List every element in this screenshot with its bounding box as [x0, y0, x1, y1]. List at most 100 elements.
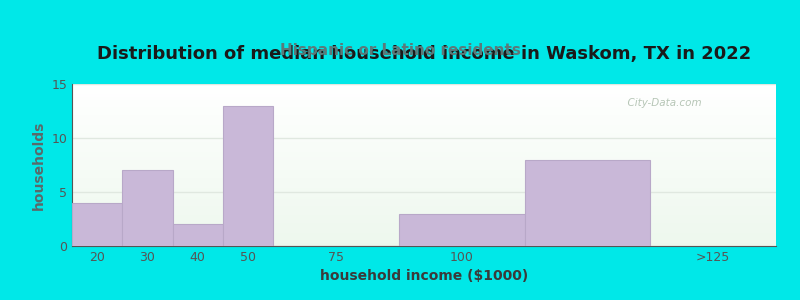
- Text: Hispanic or Latino residents: Hispanic or Latino residents: [279, 44, 521, 59]
- Bar: [72, 105, 776, 107]
- Bar: [122, 170, 173, 246]
- Bar: [72, 186, 776, 188]
- Bar: [72, 173, 776, 175]
- Bar: [72, 203, 122, 246]
- Bar: [72, 136, 776, 137]
- Bar: [72, 150, 776, 152]
- Bar: [72, 184, 776, 186]
- Bar: [72, 193, 776, 194]
- Bar: [72, 100, 776, 102]
- Bar: [72, 244, 776, 246]
- Bar: [72, 188, 776, 189]
- Bar: [72, 158, 776, 160]
- Bar: [72, 155, 776, 157]
- Bar: [72, 238, 776, 239]
- Text: City-Data.com: City-Data.com: [621, 98, 702, 108]
- Bar: [72, 129, 776, 131]
- Bar: [223, 106, 273, 246]
- Bar: [72, 222, 776, 223]
- Bar: [72, 239, 776, 241]
- Bar: [72, 218, 776, 220]
- Bar: [72, 137, 776, 139]
- Bar: [72, 196, 776, 197]
- Bar: [72, 108, 776, 110]
- Bar: [72, 233, 776, 235]
- Bar: [72, 144, 776, 146]
- Bar: [72, 157, 776, 158]
- Bar: [72, 103, 776, 105]
- Title: Distribution of median household income in Waskom, TX in 2022: Distribution of median household income …: [97, 45, 751, 63]
- Bar: [72, 178, 776, 180]
- Bar: [72, 241, 776, 243]
- Bar: [72, 91, 776, 92]
- Bar: [72, 121, 776, 123]
- Bar: [72, 183, 776, 184]
- Bar: [72, 113, 776, 115]
- Bar: [72, 95, 776, 97]
- Bar: [72, 194, 776, 196]
- Bar: [399, 214, 525, 246]
- Bar: [72, 131, 776, 133]
- Bar: [72, 176, 776, 178]
- Bar: [72, 215, 776, 217]
- Bar: [72, 228, 776, 230]
- Bar: [72, 102, 776, 103]
- Bar: [525, 160, 650, 246]
- Bar: [72, 220, 776, 222]
- Bar: [72, 197, 776, 199]
- Bar: [72, 223, 776, 225]
- Bar: [72, 92, 776, 94]
- Bar: [72, 147, 776, 149]
- Bar: [72, 142, 776, 144]
- Bar: [72, 230, 776, 231]
- Bar: [72, 107, 776, 108]
- Bar: [72, 146, 776, 147]
- Bar: [72, 243, 776, 244]
- Bar: [72, 160, 776, 162]
- Bar: [72, 210, 776, 212]
- Bar: [72, 235, 776, 236]
- Bar: [72, 162, 776, 164]
- Bar: [72, 207, 776, 209]
- Bar: [72, 128, 776, 129]
- Bar: [72, 175, 776, 176]
- Bar: [72, 149, 776, 150]
- Bar: [72, 191, 776, 193]
- Bar: [72, 204, 776, 206]
- Bar: [72, 154, 776, 155]
- Bar: [72, 181, 776, 183]
- Bar: [72, 99, 776, 100]
- Bar: [72, 189, 776, 191]
- Bar: [72, 141, 776, 142]
- Bar: [72, 226, 776, 228]
- Bar: [72, 152, 776, 154]
- Bar: [72, 209, 776, 210]
- Bar: [72, 87, 776, 89]
- Bar: [72, 118, 776, 120]
- Bar: [72, 97, 776, 99]
- Bar: [72, 123, 776, 124]
- Bar: [72, 206, 776, 207]
- Bar: [72, 112, 776, 113]
- Bar: [72, 116, 776, 118]
- Bar: [72, 85, 776, 87]
- Bar: [72, 120, 776, 121]
- Bar: [72, 126, 776, 128]
- Bar: [72, 124, 776, 126]
- Bar: [72, 164, 776, 165]
- Bar: [72, 168, 776, 170]
- Bar: [173, 224, 223, 246]
- Bar: [72, 167, 776, 168]
- Bar: [72, 217, 776, 218]
- Bar: [72, 89, 776, 91]
- Bar: [72, 231, 776, 233]
- Bar: [72, 110, 776, 112]
- Bar: [72, 212, 776, 214]
- Bar: [72, 165, 776, 166]
- Bar: [72, 214, 776, 215]
- Bar: [72, 134, 776, 136]
- Bar: [72, 199, 776, 201]
- Bar: [72, 133, 776, 134]
- Bar: [72, 94, 776, 95]
- Bar: [72, 225, 776, 226]
